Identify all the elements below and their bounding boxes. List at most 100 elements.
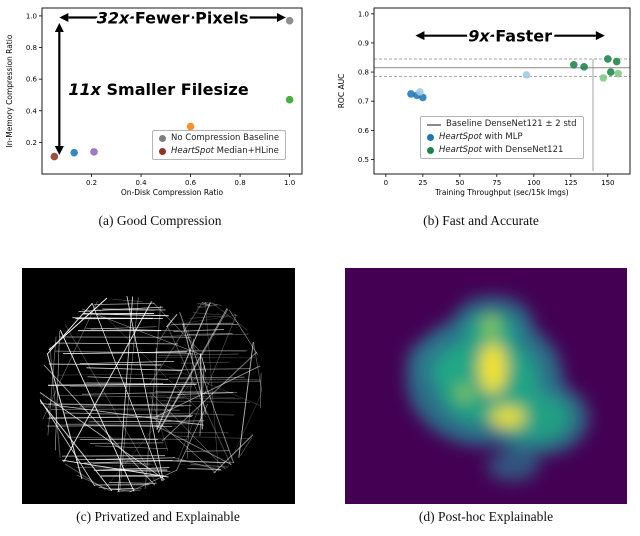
sketch-line — [42, 300, 98, 420]
sketch-line — [116, 489, 141, 492]
sketch-line — [64, 324, 158, 485]
legend-item: HeartSpot with MLP — [427, 132, 577, 143]
sketch-line — [46, 302, 93, 355]
sketch-line — [190, 463, 228, 468]
sketch-line — [167, 315, 236, 327]
sketch-line — [48, 415, 193, 419]
x-axis-label: Training Throughput (sec/15k Imgs) — [434, 188, 568, 197]
sketch-line — [83, 464, 156, 468]
legend-label: No Compression Baseline — [171, 133, 280, 143]
sketch-line — [172, 456, 222, 472]
sketch-line — [76, 466, 168, 471]
sketch-line — [187, 468, 221, 470]
sketch-line — [196, 304, 218, 308]
arrowhead-left — [415, 31, 425, 41]
sketch-line — [76, 474, 111, 492]
sketch-line — [187, 330, 208, 384]
legend-compression: No Compression Baseline HeartSpot Median+… — [152, 130, 287, 160]
sketch-line — [82, 308, 201, 355]
x-tick-label: 0.8 — [235, 179, 246, 187]
sketch-line — [58, 373, 183, 376]
y-tick-label: 0.6 — [26, 76, 38, 84]
scatter-point — [599, 74, 608, 82]
legend-item: HeartSpot with DenseNet121 — [427, 145, 577, 156]
sketch-line — [166, 325, 232, 466]
legend-dot-marker — [427, 134, 434, 141]
annotation-text: 9x Faster — [468, 26, 552, 45]
sketch-line — [48, 363, 162, 366]
scatter-point — [580, 63, 588, 71]
sketch-line — [48, 383, 197, 386]
sketch-line — [201, 357, 207, 372]
scatter-point — [407, 90, 415, 98]
axes-frame — [373, 7, 631, 175]
y-tick-label: 0.8 — [26, 44, 37, 52]
sketch-line — [47, 416, 163, 419]
sketch-line — [211, 302, 248, 331]
sketch-line — [166, 313, 178, 328]
legend-item: Baseline DenseNet121 ± 2 std — [427, 119, 577, 130]
sketch-line — [59, 329, 135, 492]
y-tick-label: 1.0 — [26, 12, 37, 20]
scatter-point — [285, 16, 294, 25]
sketch-line — [111, 488, 135, 490]
sketch-line — [155, 348, 158, 430]
caption-a: (a) Good Compression — [98, 213, 222, 228]
sketch-line — [175, 460, 234, 464]
sketch-line — [213, 434, 254, 474]
scatter-point — [70, 148, 78, 157]
x-tick-label: 0.4 — [135, 179, 147, 187]
scatter-point — [416, 88, 424, 96]
sketch-line — [88, 420, 205, 423]
sketch-line — [197, 305, 218, 309]
sketch-line — [240, 437, 253, 457]
sketch-line — [168, 431, 229, 434]
axes-frame — [41, 7, 303, 175]
sketch-line — [189, 315, 229, 319]
sketch-line — [159, 412, 235, 416]
chart-good-compression: 0.2 0.4 0.6 0.8 1.0 0.2 0.4 0.6 0.8 1.0 On-Disk Co… — [5, 5, 303, 197]
sketch-line — [86, 367, 182, 371]
x-tick-label: 0.2 — [86, 179, 97, 187]
scatter-point — [569, 60, 578, 69]
scatter-point — [50, 152, 59, 161]
sketch-line — [39, 400, 113, 492]
sketch-line — [65, 423, 200, 425]
scatter-point — [186, 122, 195, 131]
sketch-line — [238, 341, 254, 458]
x-tick-label: 150 — [601, 179, 614, 187]
y-tick-label: 0.5 — [358, 156, 369, 164]
sketch-line — [155, 350, 248, 352]
sketch-line — [176, 380, 261, 384]
sketch-line — [85, 327, 180, 332]
sketch-line — [171, 322, 234, 325]
legend-item: No Compression Baseline — [159, 133, 279, 144]
sketch-line — [50, 409, 180, 411]
sketch-line — [157, 308, 228, 433]
sketch-line — [177, 392, 234, 395]
sketch-line — [160, 368, 251, 371]
sketch-line — [91, 303, 206, 417]
legend-dot-marker — [159, 148, 166, 155]
x-tick-label: 0.6 — [185, 179, 197, 187]
sketch-line — [152, 301, 200, 351]
sketch-line — [229, 309, 258, 356]
sketch-line — [155, 391, 238, 393]
sketch-line — [87, 376, 168, 380]
sketch-line — [169, 376, 245, 379]
sketch-line — [174, 349, 246, 352]
annotation-text: 32x Fewer Pixels — [97, 8, 249, 27]
sketch-line — [149, 391, 226, 469]
legend-dot-marker — [159, 135, 166, 142]
y-axis-label: ROC AUC — [337, 74, 346, 109]
sketch-line — [227, 392, 263, 468]
sketch-line — [90, 442, 164, 444]
sketch-line — [83, 460, 173, 464]
saliency-heatmap-image — [345, 268, 627, 504]
privatized-xray-image — [22, 268, 295, 504]
sketch-line — [49, 347, 61, 458]
legend-speed: Baseline DenseNet121 ± 2 std HeartSpot wi… — [420, 116, 584, 159]
scatter-point — [614, 69, 622, 78]
sketch-line — [64, 412, 193, 417]
sketch-line — [200, 353, 203, 430]
